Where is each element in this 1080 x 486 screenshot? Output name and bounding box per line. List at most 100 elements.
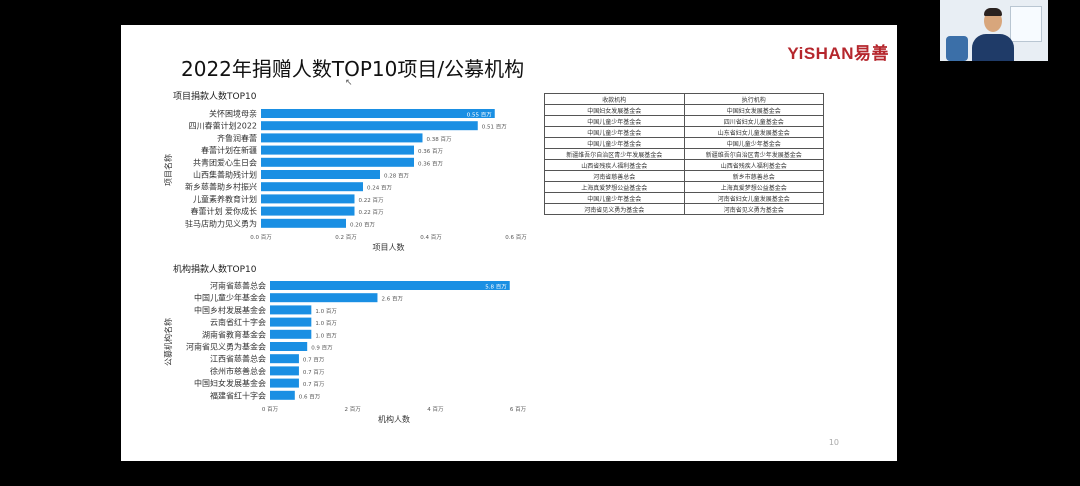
bar	[270, 354, 299, 364]
category-label: 新乡慈善助乡村振兴	[185, 182, 257, 192]
presentation-slide: 2022年捐赠人数TOP10项目/公募机构 YiSHAN易善 项目捐款人数TOP…	[121, 25, 897, 461]
receiving-org-cell: 河南省见义勇为基金会	[544, 203, 685, 215]
header-receiving-org: 收款机构	[544, 93, 685, 105]
executing-org-cell: 河南省见义勇为基金会	[683, 203, 824, 215]
bar	[270, 366, 299, 376]
category-label: 山西集善助残计划	[193, 170, 257, 180]
category-label: 福建省红十字会	[210, 390, 266, 400]
org-chart-title: 机构捐款人数TOP10	[173, 265, 257, 275]
executing-org-cell: 四川省妇女儿童基金会	[683, 115, 824, 127]
data-label: 0.7 百万	[303, 357, 325, 364]
category-label: 湖南省教育基金会	[202, 329, 266, 339]
data-label: 0.28 百万	[384, 173, 409, 180]
presenter-hair	[984, 8, 1002, 16]
bar	[270, 281, 510, 290]
bar	[261, 133, 423, 143]
receiving-org-cell: 中国儿童少年基金会	[544, 126, 685, 138]
data-label: 0.36 百万	[418, 148, 443, 155]
category-label: 共青团爱心生日会	[193, 157, 257, 167]
executing-org-cell: 山东省妇女儿童发展基金会	[683, 126, 824, 138]
chart0-x-axis-label: 项目人数	[373, 242, 405, 252]
data-label: 0.55 百万	[467, 112, 492, 119]
video-window	[1010, 6, 1042, 42]
table-row: 中国儿童少年基金会 河南省妇女儿童发展基金会	[544, 192, 824, 204]
executing-org-cell: 中国儿童少年基金会	[683, 137, 824, 149]
bar	[261, 145, 414, 155]
bar	[261, 157, 414, 167]
data-label: 0.7 百万	[303, 381, 325, 388]
receiving-org-cell: 山西省残疾人福利基金会	[544, 159, 685, 171]
receiving-org-cell: 中国儿童少年基金会	[544, 137, 685, 149]
receiving-org-cell: 上海真爱梦想公益基金会	[544, 181, 685, 193]
chart1-x-axis-label: 机构人数	[378, 414, 410, 424]
data-label: 0.6 百万	[299, 393, 321, 400]
webcam-video-feed	[940, 0, 1048, 61]
receiving-org-cell: 河南省慈善总会	[544, 170, 685, 182]
bar	[261, 218, 346, 228]
category-label: 中国妇女发展基金会	[194, 378, 266, 388]
bar	[270, 342, 308, 351]
table-row: 河南省见义勇为基金会 河南省见义勇为基金会	[544, 203, 824, 215]
data-label: 0.7 百万	[303, 369, 325, 376]
x-tick-label: 0.6 百万	[505, 234, 527, 241]
table-header-row: 收款机构 执行机构	[544, 93, 824, 105]
bar	[261, 194, 355, 204]
data-label: 1.0 百万	[315, 320, 337, 327]
bar	[270, 317, 312, 327]
data-label: 0.22 百万	[359, 197, 384, 204]
receiving-executing-org-table: 收款机构 执行机构 中国妇女发展基金会 中国妇女发展基金会 中国儿童少年基金会 四川省…	[544, 93, 824, 215]
table-row: 中国妇女发展基金会 中国妇女发展基金会	[544, 104, 824, 116]
executing-org-cell: 山西省残疾人福利基金会	[683, 159, 824, 171]
bar	[261, 182, 363, 192]
table-row: 上海真爱梦想公益基金会 上海真爱梦想公益基金会	[544, 181, 824, 193]
category-label: 云南省红十字会	[210, 317, 266, 327]
bar	[261, 121, 478, 131]
data-label: 0.51 百万	[482, 124, 507, 131]
category-label: 春蕾计划在新疆	[201, 145, 257, 155]
mouse-cursor-icon: ↖	[345, 78, 353, 88]
category-label: 河南省慈善总会	[210, 281, 266, 291]
chart0-y-axis-label: 项目名称	[163, 154, 173, 186]
data-label: 0.36 百万	[418, 160, 443, 167]
x-tick-label: 4 百万	[427, 406, 444, 413]
x-tick-label: 0.4 百万	[420, 234, 442, 241]
bar	[270, 378, 299, 388]
x-tick-label: 6 百万	[510, 406, 527, 413]
table-row: 中国儿童少年基金会 中国儿童少年基金会	[544, 137, 824, 149]
data-label: 0.38 百万	[427, 136, 452, 143]
data-label: 0.20 百万	[350, 221, 375, 228]
category-label: 徐州市慈善总会	[210, 366, 266, 376]
category-label: 齐鲁润春蕾	[217, 133, 257, 143]
executing-org-cell: 中国妇女发展基金会	[683, 104, 824, 116]
x-tick-label: 0 百万	[262, 406, 279, 413]
table-row: 新疆维吾尔自治区青少年发展基金会 新疆维吾尔自治区青少年发展基金会	[544, 148, 824, 160]
bar	[261, 206, 355, 216]
slide-title: 2022年捐赠人数TOP10项目/公募机构	[181, 57, 525, 81]
receiving-org-cell: 新疆维吾尔自治区青少年发展基金会	[544, 148, 685, 160]
executing-org-cell: 新乡市慈善总会	[683, 170, 824, 182]
category-label: 河南省见义勇为基金会	[186, 342, 266, 352]
category-label: 中国乡村发展基金会	[194, 305, 266, 315]
bar	[261, 109, 495, 118]
category-label: 江西省慈善总会	[210, 354, 266, 364]
yishan-logo: YiSHAN易善	[787, 44, 889, 63]
category-label: 关怀困境母亲	[209, 109, 257, 119]
category-label: 中国儿童少年基金会	[194, 293, 266, 303]
data-label: 2.6 百万	[381, 296, 403, 303]
page-number: 10	[828, 438, 839, 447]
category-label: 四川春蕾计划2022	[189, 121, 257, 131]
receiving-org-cell: 中国儿童少年基金会	[544, 192, 685, 204]
data-label: 0.22 百万	[359, 209, 384, 216]
data-label: 0.9 百万	[311, 345, 333, 352]
bar	[270, 390, 295, 400]
x-tick-label: 0.2 百万	[335, 234, 357, 241]
data-label: 1.0 百万	[315, 308, 337, 315]
executing-org-cell: 上海真爱梦想公益基金会	[683, 181, 824, 193]
category-label: 春蕾计划 爱你成长	[190, 206, 257, 216]
bar	[270, 293, 378, 303]
receiving-org-cell: 中国儿童少年基金会	[544, 115, 685, 127]
table-row: 中国儿童少年基金会 山东省妇女儿童发展基金会	[544, 126, 824, 138]
category-label: 儿童素养教育计划	[193, 194, 257, 204]
